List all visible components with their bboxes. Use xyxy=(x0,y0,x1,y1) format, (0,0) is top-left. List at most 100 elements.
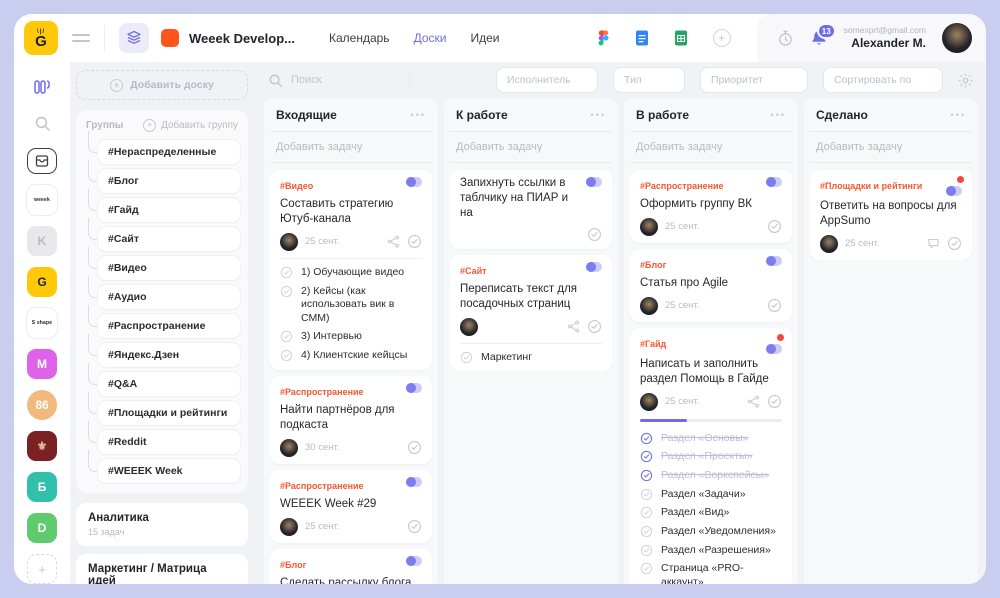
check-circle-icon[interactable] xyxy=(460,351,473,364)
column-menu-icon[interactable]: ••• xyxy=(410,110,426,120)
task-card[interactable]: #Сайт Переписать текст для посадочных стр… xyxy=(450,254,612,372)
add-task-field[interactable]: Добавить задачу xyxy=(270,132,432,163)
watcher-toggle-icon[interactable] xyxy=(766,177,782,187)
check-circle-icon[interactable] xyxy=(640,469,653,482)
group-item[interactable]: #Видео xyxy=(88,247,240,280)
task-card[interactable]: Запихнуть ссылки в таблчику на ПИАР и на xyxy=(450,170,612,249)
workspace-k[interactable]: K xyxy=(27,226,57,256)
task-card[interactable]: #Площадки и рейтинги Ответить на вопросы … xyxy=(810,170,972,260)
group-item[interactable]: #Площадки и рейтинги xyxy=(88,392,240,425)
share-icon[interactable] xyxy=(747,395,760,408)
add-task-field[interactable]: Добавить задачу xyxy=(810,132,972,163)
check-icon[interactable] xyxy=(407,519,422,534)
add-integration-icon[interactable]: + xyxy=(712,29,731,47)
group-item[interactable]: #Нераспределенные xyxy=(88,131,240,164)
watcher-toggle-icon[interactable] xyxy=(766,255,782,266)
assignee-avatar[interactable] xyxy=(820,234,838,253)
checklist-item[interactable]: 2) Кейсы (как использовать вик в СММ) xyxy=(280,285,422,326)
checklist-item[interactable]: 4) Клиентские кейцсы xyxy=(280,349,422,363)
check-icon[interactable] xyxy=(947,236,962,251)
assignee-avatar[interactable] xyxy=(280,438,298,457)
workspace-weeek[interactable]: weeek xyxy=(27,185,57,215)
workspace-crest[interactable]: ⚜ xyxy=(27,431,57,461)
watcher-toggle-icon[interactable] xyxy=(406,177,422,187)
board-item[interactable]: Маркетинг / Матрица идей13 задач xyxy=(76,554,248,584)
assignee-avatar[interactable] xyxy=(640,392,658,411)
check-circle-icon[interactable] xyxy=(280,349,293,362)
check-circle-icon[interactable] xyxy=(280,285,293,298)
group-item[interactable]: #Reddit xyxy=(88,421,240,454)
google-sheets-icon[interactable] xyxy=(674,30,688,46)
check-icon[interactable] xyxy=(407,440,422,455)
filter-select-4[interactable]: Сортировать по xyxy=(823,67,943,93)
check-circle-icon[interactable] xyxy=(280,330,293,343)
check-icon[interactable] xyxy=(767,394,782,409)
assignee-avatar[interactable] xyxy=(640,217,658,236)
filter-select-2[interactable]: Тип xyxy=(613,67,685,93)
group-item[interactable]: #WEEEK Week xyxy=(88,450,240,483)
group-item[interactable]: #Гайд xyxy=(88,189,240,222)
check-circle-icon[interactable] xyxy=(640,544,653,557)
checklist-item[interactable]: Раздел «Разрешения» xyxy=(640,544,782,558)
checklist-item[interactable]: Раздел «Воркспейсы» xyxy=(640,469,782,483)
check-circle-icon[interactable] xyxy=(640,488,653,501)
check-circle-icon[interactable] xyxy=(640,562,653,575)
add-board-button[interactable]: + Добавить доску xyxy=(76,70,248,100)
workspace-86[interactable]: 86 xyxy=(27,390,57,420)
menu-icon[interactable] xyxy=(70,30,92,46)
boards-view-icon[interactable] xyxy=(119,23,149,53)
watcher-toggle-icon[interactable] xyxy=(406,555,422,566)
checklist-item[interactable]: Раздел «Проекты» xyxy=(640,450,782,464)
board-item[interactable]: Аналитика 15 задач xyxy=(76,503,248,546)
figma-icon[interactable] xyxy=(597,30,610,47)
task-card[interactable]: #Распространение WEEEK Week #29 25 сент. xyxy=(270,469,432,543)
filter-select-1[interactable]: Исполнитель xyxy=(496,67,598,93)
checklist-item[interactable]: 3) Интервью xyxy=(280,330,422,344)
app-logo[interactable]: \|/ G xyxy=(24,21,58,55)
add-task-field[interactable]: Добавить задачу xyxy=(450,132,612,163)
group-item[interactable]: #Яндекс.Дзен xyxy=(88,334,240,367)
tab-3[interactable]: Идеи xyxy=(470,31,500,45)
task-card[interactable]: #Распространение Оформить группу ВК 25 сен… xyxy=(630,170,792,243)
add-task-field[interactable]: Добавить задачу xyxy=(630,132,792,163)
tab-2[interactable]: Доски xyxy=(413,31,447,45)
task-card[interactable]: #Гайд Написать и заполнить раздел Помощь … xyxy=(630,327,792,584)
watcher-toggle-icon[interactable] xyxy=(586,261,602,272)
checklist-item[interactable]: Раздел «Вид» xyxy=(640,506,782,520)
checklist-item[interactable]: Маркетинг xyxy=(460,351,602,365)
assignee-avatar[interactable] xyxy=(460,317,478,336)
assignee-avatar[interactable] xyxy=(280,232,298,251)
task-card[interactable]: #Видео Составить стратегию Ютуб-канала 25 … xyxy=(270,170,432,370)
workspace-s-shape[interactable]: S shape xyxy=(27,308,57,338)
gear-icon[interactable] xyxy=(957,72,974,89)
workspace-m[interactable]: M xyxy=(27,349,57,379)
nav-boards-icon[interactable] xyxy=(27,74,57,100)
watcher-toggle-icon[interactable] xyxy=(406,382,422,393)
workspace-g[interactable]: G xyxy=(27,267,57,297)
search-box[interactable] xyxy=(268,69,410,91)
add-group-button[interactable]: + Добавить группу xyxy=(143,119,238,132)
check-circle-icon[interactable] xyxy=(640,432,653,445)
column-menu-icon[interactable]: ••• xyxy=(950,110,966,120)
watcher-toggle-icon[interactable] xyxy=(406,476,422,487)
check-icon[interactable] xyxy=(767,219,782,234)
column-menu-icon[interactable]: ••• xyxy=(590,110,606,120)
workspace-title[interactable]: Weeek Develop... xyxy=(189,30,295,46)
workspace-d[interactable]: D xyxy=(27,513,57,543)
nav-archive-icon[interactable] xyxy=(27,147,57,174)
user-info[interactable]: somexprt@gmail.com Alexander M. xyxy=(844,25,926,51)
check-circle-icon[interactable] xyxy=(280,266,293,279)
workspace-b[interactable]: Б xyxy=(27,472,57,502)
add-workspace[interactable]: + xyxy=(27,554,57,584)
group-item[interactable]: #Аудио xyxy=(88,276,240,309)
watcher-toggle-icon[interactable] xyxy=(586,177,602,187)
group-item[interactable]: #Q&A xyxy=(88,363,240,396)
google-docs-icon[interactable] xyxy=(635,30,649,46)
user-avatar[interactable] xyxy=(942,23,972,53)
column-menu-icon[interactable]: ••• xyxy=(770,110,786,120)
assignee-avatar[interactable] xyxy=(640,296,658,315)
notifications-bell-icon[interactable]: 13 xyxy=(810,23,836,47)
check-circle-icon[interactable] xyxy=(640,450,653,463)
check-circle-icon[interactable] xyxy=(640,525,653,538)
